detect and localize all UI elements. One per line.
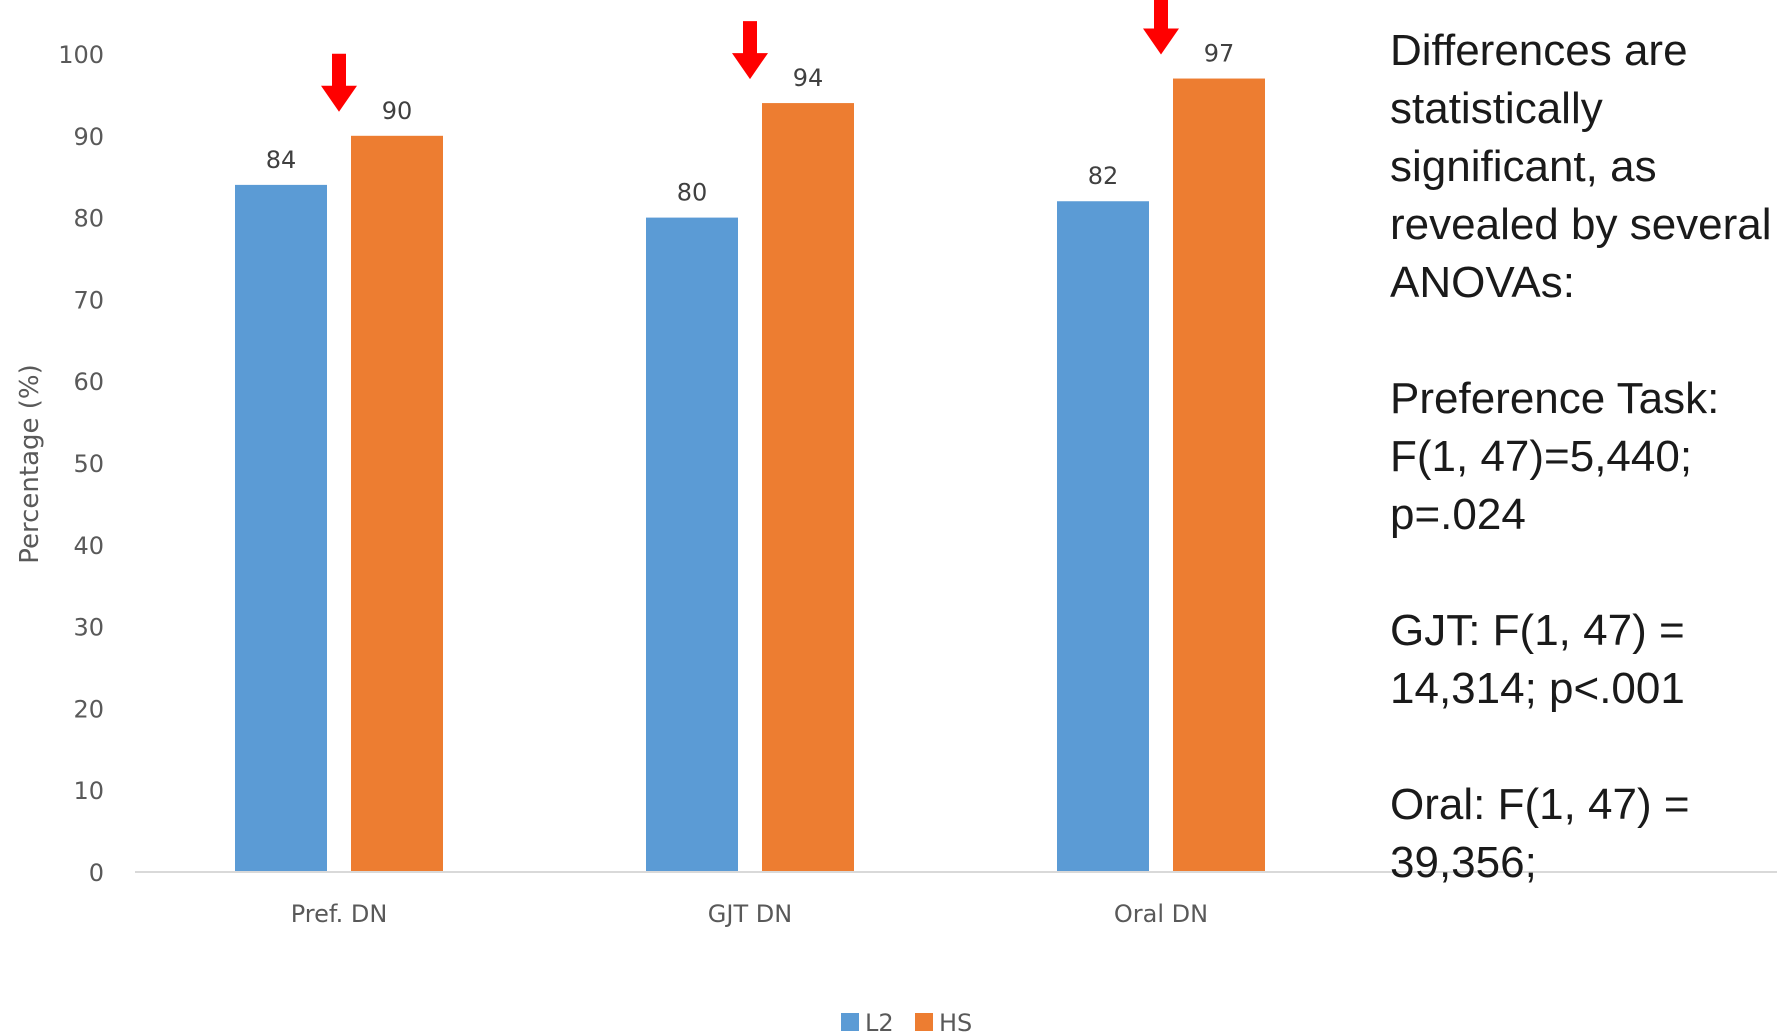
data-label: 94 [793, 64, 824, 92]
annotation-text: Differences are statistically significant,… [1390, 22, 1777, 892]
annotation-line: Differences are [1390, 26, 1688, 75]
y-tick-label: 40 [73, 532, 104, 560]
red-arrows [321, 0, 1179, 112]
y-tick-label: 70 [73, 286, 104, 314]
y-tick-label: 90 [73, 123, 104, 151]
data-label: 82 [1088, 162, 1119, 190]
red-arrow-icon [1143, 0, 1179, 55]
y-tick-label: 50 [73, 450, 104, 478]
red-arrow-icon [321, 53, 357, 112]
annotation-line [1390, 312, 1777, 370]
y-axis-ticks: 0 10 20 30 40 50 60 70 80 90 100 [58, 41, 104, 887]
y-tick-label: 30 [73, 614, 104, 642]
legend-label: L2 [865, 1009, 894, 1033]
annotation-line [1390, 718, 1777, 776]
annotation-line: p=.024 [1390, 490, 1526, 539]
x-axis-ticks: Pref. DN GJT DN Oral DN [291, 900, 1208, 928]
annotation-line: Preference Task: [1390, 374, 1720, 423]
data-label: 80 [677, 179, 708, 207]
annotation-line: statistically [1390, 84, 1603, 133]
bar-l2 [235, 184, 327, 872]
annotation-line: ANOVAs: [1390, 258, 1576, 307]
legend: L2 HS [841, 1009, 972, 1033]
bar-hs [1173, 78, 1265, 873]
data-label: 97 [1204, 40, 1235, 68]
legend-swatch [915, 1013, 933, 1031]
bar-hs [762, 103, 854, 872]
y-tick-label: 0 [89, 859, 104, 887]
y-tick-label: 10 [73, 777, 104, 805]
annotation-line: Oral: F(1, 47) = [1390, 780, 1690, 829]
y-tick-label: 100 [58, 41, 104, 69]
y-tick-label: 20 [73, 695, 104, 723]
data-label: 90 [382, 97, 413, 125]
bar-l2 [1057, 201, 1149, 873]
y-tick-label: 80 [73, 205, 104, 233]
bars [235, 78, 1265, 873]
x-tick-label: Pref. DN [291, 900, 388, 928]
annotation-line: F(1, 47)=5,440; [1390, 432, 1693, 481]
data-label: 84 [266, 146, 297, 174]
annotation-line: GJT: F(1, 47) = [1390, 606, 1685, 655]
red-arrow-icon [732, 21, 768, 80]
annotation-line [1390, 544, 1777, 602]
annotation-line: 14,314; p<.001 [1390, 664, 1685, 713]
x-tick-label: Oral DN [1114, 900, 1208, 928]
bar-hs [351, 135, 443, 873]
annotation-line: 39,356; [1390, 838, 1537, 887]
legend-label: HS [939, 1009, 972, 1033]
y-axis-title: Percentage (%) [15, 364, 45, 564]
annotation-line: revealed by several [1390, 200, 1772, 249]
x-tick-label: GJT DN [708, 900, 792, 928]
legend-swatch [841, 1013, 859, 1031]
annotation-line: significant, as [1390, 142, 1657, 191]
data-labels: 84 80 82 90 94 97 [266, 40, 1235, 207]
y-tick-label: 60 [73, 368, 104, 396]
bar-l2 [646, 217, 738, 873]
